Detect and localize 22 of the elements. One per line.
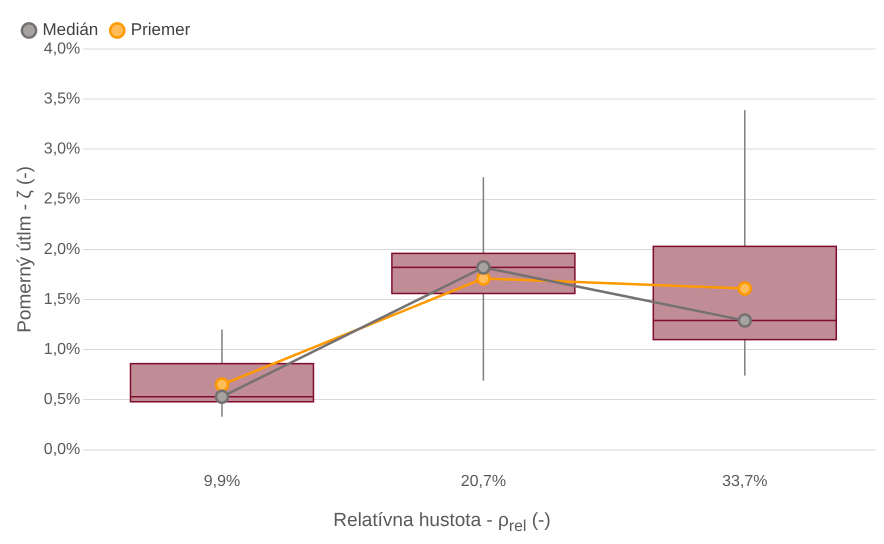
y-tick-label: 3,5% [44, 90, 80, 108]
legend-label: Medián [42, 20, 98, 40]
point [214, 389, 230, 404]
point [738, 281, 752, 296]
point [214, 377, 230, 392]
point [476, 271, 491, 286]
x-axis-title: Relatívna hustota - ρ$_{rel}$ (-) [332, 510, 552, 536]
y-tick-label: 3,0% [44, 140, 80, 158]
y-axis-title: Pomerný útlm - ζ (-) [14, 166, 36, 333]
legend-label: Priemer [130, 20, 191, 40]
y-tick-label: 2,0% [44, 240, 80, 258]
x-tick-label: 20,7% [460, 472, 506, 490]
point [738, 313, 752, 328]
y-tick-label: 4,0% [44, 40, 80, 58]
y-tick-label: 1,5% [44, 290, 80, 308]
y-tick-label: 2,5% [44, 190, 80, 208]
y-tick-label: 0,5% [44, 391, 80, 408]
y-tick-label: 0,0% [44, 441, 80, 458]
x-tick-label: 9,9% [204, 472, 240, 490]
point [476, 260, 491, 275]
y-tick-label: 1,0% [44, 341, 80, 358]
x-tick-label: 33,7% [722, 472, 768, 490]
